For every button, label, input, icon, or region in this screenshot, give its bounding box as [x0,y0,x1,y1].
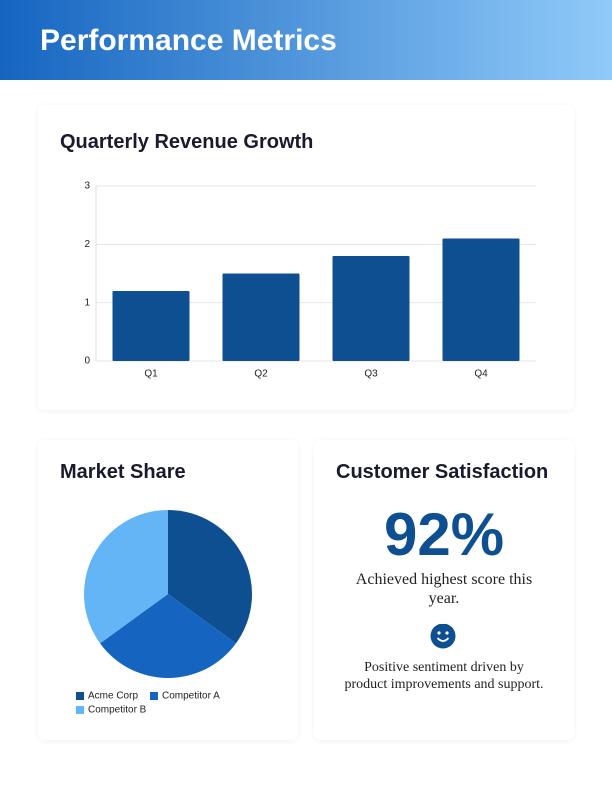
smiley-icon [430,624,456,649]
bar [112,291,190,361]
x-tick-label: Q2 [254,369,268,380]
page-title: Performance Metrics [40,24,337,57]
sentiment-note: Positive sentiment driven by product imp… [344,660,544,692]
y-tick-label: 0 [84,356,90,367]
pie-slice [168,510,252,644]
y-tick-label: 2 [84,239,90,250]
card-title: Market Share [60,461,186,483]
legend-swatch [76,706,84,714]
legend-label: Acme Corp [88,691,138,702]
legend-label: Competitor B [88,705,147,716]
card-title: Customer Satisfaction [336,461,549,483]
pie-slice [100,594,236,678]
legend-swatch [76,692,84,700]
score: 92% [383,501,505,568]
y-tick-label: 3 [84,181,90,192]
satisfaction-card: Customer Satisfaction 92% Achieved highe… [314,440,574,740]
bar [222,273,300,361]
x-tick-label: Q4 [474,369,488,380]
bar [442,238,520,361]
legend-swatch [150,692,158,700]
header: Performance Metrics [0,0,612,80]
x-tick-label: Q1 [144,369,158,380]
x-tick-label: Q3 [364,369,378,380]
legend-label: Competitor A [162,691,220,702]
score-caption: Achieved highest score this year. [355,571,533,607]
card-title: Quarterly Revenue Growth [60,131,314,153]
pie-slice [84,510,168,644]
bar [332,256,410,361]
y-tick-label: 1 [84,297,90,308]
